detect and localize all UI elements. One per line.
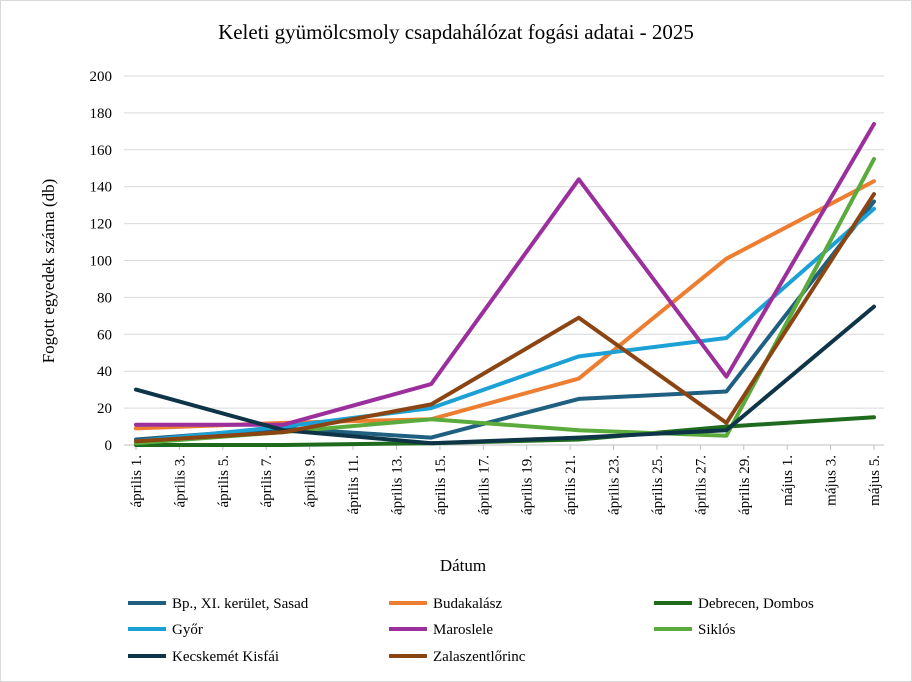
y-tick-label: 200: [90, 69, 113, 85]
y-tick-label: 20: [97, 401, 112, 417]
x-tick-label: április 7.: [259, 455, 275, 508]
x-tick-label: április 27.: [693, 455, 709, 515]
y-tick-label: 160: [90, 143, 113, 159]
grid: [124, 75, 884, 446]
series-line-8: [134, 192, 876, 444]
series-lines: [134, 122, 876, 447]
y-tick-labels: 0 20 40 60 80 100 120 140 160 180 200: [90, 69, 113, 454]
legend-label: Győr: [172, 622, 203, 638]
x-tick-label: április 19.: [520, 455, 536, 515]
chart-title: Keleti gyümölcsmoly csapdahálózat fogási…: [218, 20, 694, 44]
y-tick-label: 40: [97, 364, 112, 380]
y-tick-label: 100: [90, 254, 113, 270]
legend-label: Maroslele: [433, 622, 493, 638]
y-tick-label: 0: [105, 438, 113, 454]
y-tick-label: 120: [90, 217, 113, 233]
series-line-5: [134, 122, 876, 427]
series-line-7: [134, 304, 876, 446]
x-tick-label: május 3.: [824, 455, 840, 506]
x-tick-label: április 13.: [389, 455, 405, 515]
x-tick-label: április 11.: [346, 455, 362, 514]
series-line-4: [134, 206, 876, 444]
legend-label: Siklós: [698, 622, 736, 638]
x-tick-label: április 21.: [563, 455, 579, 515]
y-tick-label: 140: [90, 180, 113, 196]
legend-label: Debrecen, Dombos: [698, 596, 814, 612]
x-tick-label: április 25.: [650, 455, 666, 515]
x-tick-label: április 1.: [129, 455, 145, 508]
x-tick-label: április 17.: [476, 455, 492, 515]
x-tick-label: április 9.: [303, 455, 319, 508]
x-tick-label: május 1.: [780, 455, 796, 506]
y-tick-label: 60: [97, 327, 112, 343]
x-tick-label: április 3.: [172, 455, 188, 508]
legend-label: Bp., XI. kerület, Sasad: [172, 596, 309, 612]
x-tick-label: április 23.: [607, 455, 623, 515]
legend-label: Zalaszentlőrinc: [433, 649, 526, 665]
y-tick-label: 80: [97, 290, 112, 306]
y-axis-label: Fogott egyedek száma (db): [39, 179, 58, 364]
legend: Bp., XI. kerület, Sasad Budakalász Debrece…: [128, 596, 814, 665]
x-tick-label: május 5.: [867, 455, 883, 506]
legend-label: Kecskemét Kisfái: [172, 649, 279, 665]
x-tick-label: április 29.: [737, 455, 753, 515]
x-axis-label: Dátum: [440, 556, 486, 575]
x-tick-labels: április 1. április 3. április 5. április 7.…: [129, 445, 883, 515]
x-tick-label: április 5.: [216, 455, 232, 508]
x-tick-label: április 15.: [433, 455, 449, 515]
legend-label: Budakalász: [433, 596, 502, 612]
y-tick-label: 180: [90, 106, 113, 122]
